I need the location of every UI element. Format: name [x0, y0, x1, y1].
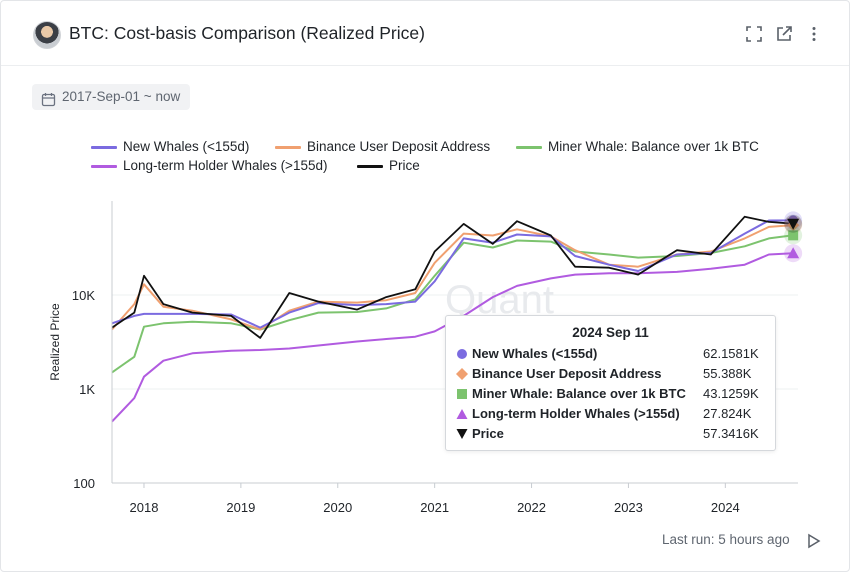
legend-label: Binance User Deposit Address [307, 139, 491, 154]
line-chart[interactable]: Quant 100 1K 10K 2018 2019 2020 2021 2022 2023 20… [1, 181, 849, 526]
tooltip-marker [456, 368, 468, 380]
open-external-icon[interactable] [773, 23, 795, 45]
series-point[interactable] [787, 247, 800, 259]
tooltip-row: Long-term Holder Whales (>155d) 27.824K [456, 405, 766, 423]
chart-tooltip: 2024 Sep 11 New Whales (<155d) 62.1581K Bi… [445, 315, 776, 451]
series-line-long-term-holder-whales-155d [111, 252, 794, 423]
x-tick-label: 2019 [226, 500, 255, 515]
x-tick-label: 2020 [323, 500, 352, 515]
x-tick-label: 2022 [517, 500, 546, 515]
tooltip-series-value: 27.824K [703, 406, 752, 421]
tooltip-row: Binance User Deposit Address 55.388K [456, 365, 766, 383]
legend-swatch [275, 145, 301, 149]
card-header: BTC: Cost-basis Comparison (Realized Pri… [1, 1, 849, 66]
legend-label: Long-term Holder Whales (>155d) [123, 158, 328, 173]
legend-item-price[interactable]: Price [357, 157, 420, 175]
tooltip-series-value: 43.1259K [703, 386, 759, 401]
calendar-icon [41, 90, 56, 116]
series-point[interactable] [788, 230, 799, 241]
legend-item-lth-whales[interactable]: Long-term Holder Whales (>155d) [91, 157, 327, 175]
legend-label: New Whales (<155d) [123, 139, 250, 154]
date-range-filter[interactable]: 2017-Sep-01 ~ now [32, 84, 191, 110]
tooltip-row: New Whales (<155d) 62.1581K [456, 345, 766, 363]
watermark: Quant [445, 278, 554, 322]
legend-swatch [91, 145, 117, 149]
legend-item-binance[interactable]: Binance User Deposit Address [275, 138, 490, 156]
tooltip-marker [457, 389, 467, 399]
tooltip-series-name: Binance User Deposit Address [472, 366, 662, 381]
fullscreen-icon[interactable] [743, 23, 765, 45]
legend-swatch [357, 164, 383, 168]
tooltip-marker [456, 429, 468, 439]
legend-label: Miner Whale: Balance over 1k BTC [548, 139, 759, 154]
y-tick-label: 100 [73, 476, 95, 491]
legend-item-miner-whale[interactable]: Miner Whale: Balance over 1k BTC [516, 138, 759, 156]
tooltip-row: Price 57.3416K [456, 425, 766, 443]
chart-title: BTC: Cost-basis Comparison (Realized Pri… [69, 23, 425, 43]
tooltip-series-value: 57.3416K [703, 426, 759, 441]
legend-swatch [516, 145, 542, 149]
legend-swatch [91, 164, 117, 168]
series-line-miner-whale-balance-over-1k-btc [111, 234, 794, 374]
legend-label: Price [389, 158, 420, 173]
x-tick-label: 2023 [614, 500, 643, 515]
last-run-label: Last run: 5 hours ago [662, 532, 790, 547]
tooltip-row: Miner Whale: Balance over 1k BTC 43.1259K [456, 385, 766, 403]
series-line-price [111, 215, 794, 339]
series-line-new-whales-155d [111, 219, 794, 329]
y-axis-label: Realized Price [48, 303, 62, 381]
legend-item-new-whales[interactable]: New Whales (<155d) [91, 138, 249, 156]
tooltip-series-name: New Whales (<155d) [472, 346, 598, 361]
tooltip-marker [456, 409, 468, 419]
series-point[interactable] [787, 218, 800, 230]
x-tick-label: 2018 [130, 500, 159, 515]
y-tick-label: 10K [72, 288, 95, 303]
tooltip-series-name: Miner Whale: Balance over 1k BTC [472, 386, 686, 401]
play-icon[interactable] [804, 532, 822, 550]
x-tick-label: 2024 [711, 500, 740, 515]
avatar[interactable] [33, 21, 61, 49]
date-range-label: 2017-Sep-01 ~ now [62, 89, 181, 104]
y-tick-label: 1K [79, 382, 95, 397]
tooltip-marker [457, 349, 467, 359]
x-tick-label: 2021 [420, 500, 449, 515]
tooltip-series-name: Long-term Holder Whales (>155d) [472, 406, 680, 421]
tooltip-date: 2024 Sep 11 [572, 325, 649, 340]
tooltip-series-value: 62.1581K [703, 346, 759, 361]
tooltip-series-value: 55.388K [703, 366, 752, 381]
tooltip-series-name: Price [472, 426, 504, 441]
more-vertical-icon[interactable] [803, 23, 825, 45]
